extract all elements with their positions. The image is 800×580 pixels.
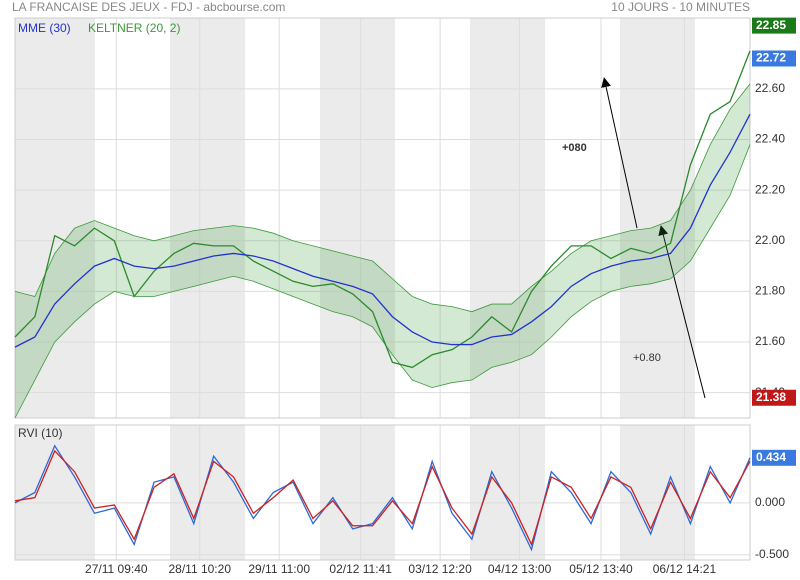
y-tick-label: 21.80: [755, 284, 785, 298]
annotation: +080: [562, 142, 587, 154]
x-tick-label: 28/11 10:20: [168, 562, 231, 576]
series-line: [14, 144, 751, 419]
x-tick-label: 05/12 13:40: [569, 562, 633, 576]
price-marker: [752, 449, 796, 466]
price-frame: [14, 17, 751, 419]
legend-mme: MME (30): [18, 21, 71, 35]
keltner-fill: [15, 83, 750, 418]
x-tick-label: 06/12 14:21: [653, 562, 717, 576]
y-tick-label: 22.40: [755, 132, 785, 146]
annotation: +0.80: [633, 352, 661, 364]
y-tick-label: 22.00: [755, 233, 785, 247]
price-marker-label: 22.85: [756, 18, 786, 32]
price-marker-label: 21.38: [756, 390, 786, 404]
arrow: [601, 77, 638, 229]
price-marker: [752, 389, 796, 406]
x-tick-label: 27/11 09:40: [85, 562, 148, 576]
period: 10 JOURS - 10 MINUTES: [611, 0, 750, 14]
series-line: [14, 449, 751, 547]
x-tick-label: 02/12 11:41: [329, 562, 392, 576]
x-tick-label: 04/12 13:00: [488, 562, 552, 576]
price-marker: [752, 50, 796, 67]
price-marker-label: 0.434: [756, 450, 786, 464]
price-marker-label: 22.72: [756, 51, 786, 65]
rvi-frame: [14, 424, 751, 561]
y-tick-label: -0.500: [755, 547, 789, 561]
arrow: [658, 225, 706, 399]
x-tick-label: 29/11 11:00: [248, 562, 310, 576]
legend-keltner: KELTNER (20, 2): [88, 21, 180, 35]
price-marker: [752, 17, 796, 34]
series-line: [14, 113, 751, 348]
title: LA FRANCAISE DES JEUX - FDJ - abcbourse.…: [12, 0, 285, 14]
y-tick-label: 22.20: [755, 182, 785, 196]
series-line: [14, 83, 751, 313]
series-line: [14, 50, 751, 369]
rvi-title: RVI (10): [18, 426, 62, 440]
y-tick-label: 0.000: [755, 495, 785, 509]
series-line: [14, 444, 751, 552]
panel: [15, 502, 750, 556]
day-bands: [15, 18, 695, 560]
y-tick-label: 22.60: [755, 81, 785, 95]
y-tick-label: 21.60: [755, 334, 785, 348]
x-tick-label: 03/12 12:20: [408, 562, 472, 576]
